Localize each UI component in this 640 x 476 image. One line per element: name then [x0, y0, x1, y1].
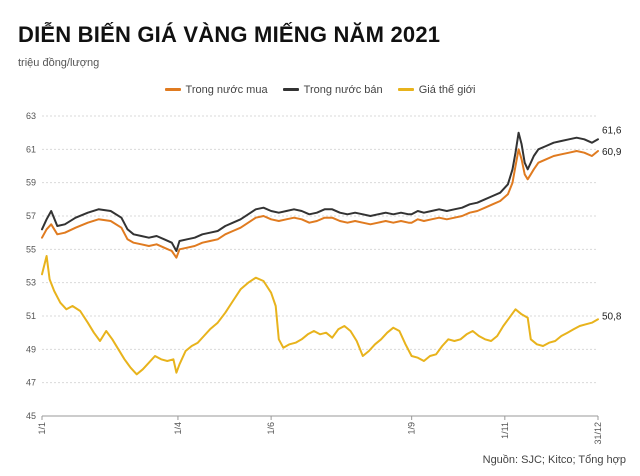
end-label-2: 50,8: [602, 311, 622, 322]
legend-label-buy: Trong nước mua: [185, 83, 268, 96]
source-note: Nguồn: SJC; Kitco; Tổng hợp: [482, 454, 626, 466]
x-tick-label-4: 1/11: [500, 422, 510, 439]
end-label-0: 60,9: [602, 147, 622, 158]
y-tick-label-55: 55: [26, 244, 36, 254]
y-tick-label-49: 49: [26, 344, 36, 354]
legend-item-sell: Trong nước bán: [282, 83, 383, 96]
end-label-layer: 60,9 61,6 50,8: [602, 125, 622, 322]
unit-label: triệu đồng/lượng: [18, 57, 100, 69]
y-tick-label-61: 61: [26, 144, 36, 154]
x-tick-label-1: 1/4: [173, 422, 183, 435]
legend-item-world: Giá thế giới: [397, 83, 476, 96]
legend-swatch-sell: [282, 88, 299, 91]
x-tick-label-2: 1/6: [266, 422, 276, 435]
x-tick-label-0: 1/1: [37, 422, 47, 435]
series-line-0: [41, 148, 599, 259]
y-tick-label-51: 51: [26, 311, 36, 321]
y-tick-label-59: 59: [26, 178, 36, 188]
series-layer: [41, 131, 599, 376]
x-tick-label-3: 1/9: [407, 422, 417, 435]
legend-label-sell: Trong nước bán: [303, 83, 383, 96]
legend-swatch-buy: [164, 88, 181, 91]
series-line-2: [41, 255, 599, 376]
legend-swatch-world: [397, 88, 414, 91]
series-line-1: [41, 131, 599, 252]
legend: Trong nước mua Trong nước bán Giá thế gi…: [0, 82, 640, 96]
end-label-1: 61,6: [602, 125, 622, 136]
axis-layer: 45 47 49 51 53 55 57 59 61 63 1/1 1/4 1/6 1/9 1/11 31/1…: [26, 111, 603, 445]
y-tick-label-47: 47: [26, 378, 36, 388]
legend-label-world: Giá thế giới: [418, 83, 476, 96]
y-tick-label-53: 53: [26, 278, 36, 288]
y-tick-label-63: 63: [26, 111, 36, 121]
y-tick-label-45: 45: [26, 411, 36, 421]
x-tick-label-5: 31/12: [593, 422, 603, 445]
legend-item-buy: Trong nước mua: [164, 83, 268, 96]
y-tick-label-57: 57: [26, 211, 36, 221]
chart-title: DIỄN BIẾN GIÁ VÀNG MIẾNG NĂM 2021: [18, 22, 441, 47]
